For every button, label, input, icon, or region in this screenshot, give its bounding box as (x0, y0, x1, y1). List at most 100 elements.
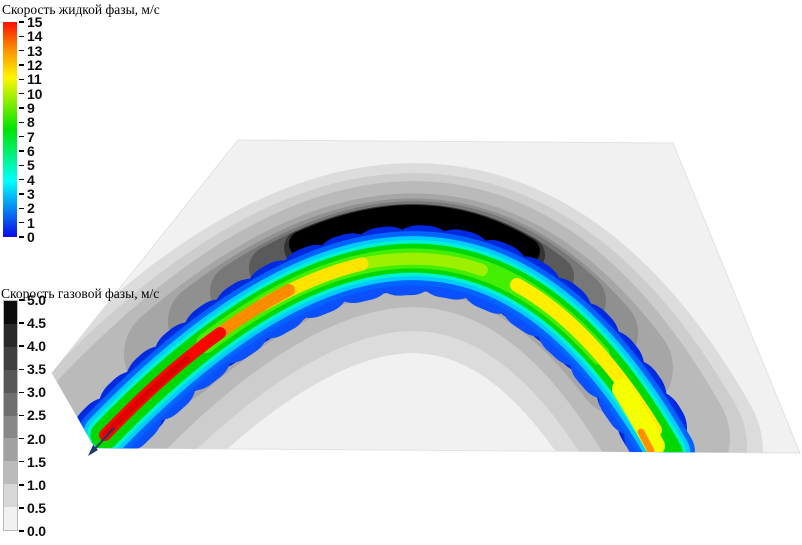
gas-colorbar-band (4, 484, 17, 508)
liquid-tick: 13 (19, 44, 53, 58)
tick-dash (19, 299, 24, 301)
legend-liquid-title: Скорость жидкой фазы, м/с (2, 2, 160, 17)
tick-dash (19, 207, 24, 210)
tick-label: 12 (27, 56, 43, 73)
gas-colorbar-band (4, 392, 17, 416)
liquid-tick: 8 (19, 115, 53, 129)
gas-colorbar-band (4, 438, 17, 462)
tick-dash (19, 193, 24, 195)
tick-label: 2.0 (27, 430, 46, 447)
liquid-tick: 7 (19, 130, 53, 144)
gas-tick: 0.5 (19, 501, 57, 515)
tick-label: 7 (27, 128, 35, 145)
tick-dash (19, 414, 24, 417)
liquid-tick: 3 (19, 187, 53, 201)
gas-colorbar-band (4, 461, 17, 485)
tick-dash (19, 35, 24, 38)
tick-label: 5.0 (27, 292, 46, 308)
liquid-tick: 2 (19, 201, 53, 215)
tick-label: 0.5 (27, 499, 46, 516)
tick-dash (19, 391, 24, 394)
gas-tick: 2.0 (19, 432, 57, 446)
gas-colorbar-ticks: 5.0 4.5 4.0 3.5 3.0 2.5 2.0 1.5 (19, 293, 57, 538)
liquid-colorbar-ticks: 15 14 13 12 11 10 9 8 (19, 15, 53, 244)
tick-dash (19, 164, 24, 167)
tick-dash (19, 178, 24, 181)
tick-dash (19, 107, 24, 109)
tick-dash (19, 64, 24, 66)
liquid-tick: 11 (19, 72, 53, 86)
tick-label: 14 (27, 28, 43, 45)
liquid-tick: 5 (19, 158, 53, 172)
gas-colorbar-bands (4, 301, 17, 531)
tick-dash (19, 437, 24, 440)
tick-label: 4 (27, 171, 35, 188)
tick-dash (19, 322, 24, 324)
tick-dash (19, 92, 24, 95)
liquid-tick: 12 (19, 58, 53, 72)
gas-colorbar-band (4, 346, 17, 370)
tick-dash (19, 78, 24, 81)
legend-gas-title: Скорость газовой фазы, м/с (1, 286, 160, 301)
tick-label: 2.5 (27, 407, 46, 424)
tick-label: 2 (27, 200, 35, 217)
liquid-tick: 10 (19, 87, 53, 101)
tick-dash (19, 21, 24, 23)
legend-gas-phase: Скорость газовой фазы, м/с 5.0 4.5 4.0 3… (0, 286, 159, 541)
tick-dash (19, 150, 24, 152)
tick-label: 1.0 (27, 476, 46, 493)
gas-colorbar-band (4, 323, 17, 347)
legend-liquid-phase: Скорость жидкой фазы, м/с 15 14 13 12 11… (0, 0, 160, 245)
gas-tick: 0.0 (19, 524, 57, 538)
tick-label: 9 (27, 99, 35, 116)
tick-label: 10 (27, 85, 43, 102)
gas-tick: 3.5 (19, 362, 57, 376)
tick-dash (19, 368, 24, 371)
tick-label: 13 (27, 42, 43, 59)
gas-colorbar-band (4, 507, 17, 531)
tick-label: 1.5 (27, 453, 46, 470)
liquid-tick: 15 (19, 15, 53, 29)
tick-dash (19, 121, 24, 124)
gas-tick: 2.5 (19, 408, 57, 422)
liquid-tick: 0 (19, 230, 53, 244)
gas-tick: 4.5 (19, 316, 57, 330)
gas-tick: 4.0 (19, 339, 57, 353)
gas-colorbar-band (4, 415, 17, 439)
liquid-tick: 9 (19, 101, 53, 115)
gas-colorbar-band (4, 369, 17, 393)
tick-label: 6 (27, 142, 35, 159)
tick-dash (19, 221, 24, 224)
liquid-jet-arc (72, 225, 701, 453)
tick-label: 3.0 (27, 384, 46, 401)
tick-label: 4.5 (27, 315, 46, 332)
gas-colorbar (3, 300, 18, 531)
tick-label: 0.0 (27, 522, 46, 539)
tick-dash (19, 345, 24, 347)
tick-label: 8 (27, 114, 35, 131)
tick-label: 4.0 (27, 338, 46, 355)
liquid-tick: 4 (19, 173, 53, 187)
tick-label: 5 (27, 157, 35, 174)
gas-tick: 1.0 (19, 478, 57, 492)
liquid-tick: 6 (19, 144, 53, 158)
gas-colorbar-band (4, 301, 17, 324)
tick-label: 3 (27, 185, 35, 202)
gas-tick: 5.0 (19, 293, 57, 307)
tick-dash (19, 236, 24, 238)
nozzle-arrow (88, 427, 115, 456)
tick-label: 3.5 (27, 361, 46, 378)
liquid-tick: 14 (19, 29, 53, 43)
gas-tick: 1.5 (19, 455, 57, 469)
tick-dash (19, 49, 24, 52)
tick-label: 15 (27, 14, 43, 30)
tick-dash (19, 484, 24, 486)
tick-label: 11 (27, 71, 42, 88)
liquid-colorbar (3, 22, 17, 237)
tick-label: 0 (27, 228, 35, 245)
gas-tick: 3.0 (19, 385, 57, 399)
tick-label: 1 (27, 214, 35, 231)
tick-dash (19, 460, 24, 463)
liquid-tick: 1 (19, 216, 53, 230)
